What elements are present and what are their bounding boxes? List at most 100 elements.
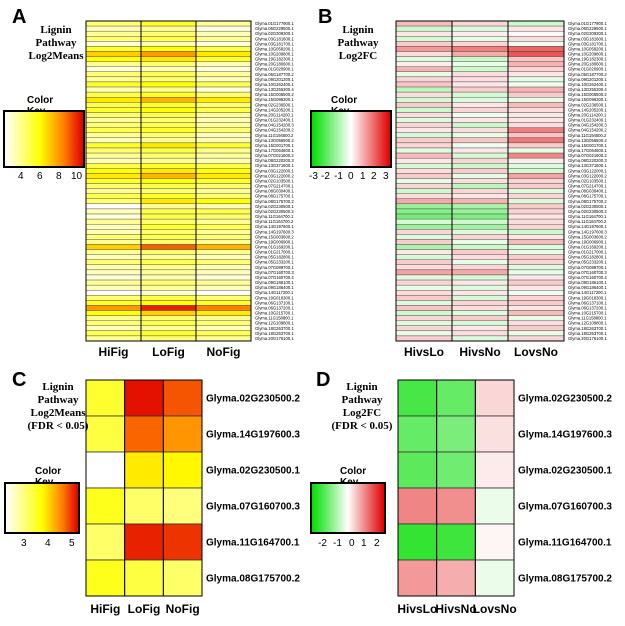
heatmap-cell — [395, 152, 453, 159]
row-label: Glyma.02G230500.2 — [518, 394, 612, 405]
heatmap-cell — [195, 137, 252, 144]
heatmap-border — [395, 20, 565, 342]
heatmap-cell — [395, 117, 453, 123]
row-label: Glyma.15G001700.1 — [568, 143, 607, 148]
heatmap-cell — [395, 234, 453, 240]
heatmap-cell — [85, 234, 142, 240]
heatmap-cell — [395, 168, 453, 174]
row-label: Glyma.19G018300.1 — [255, 295, 294, 300]
heatmap-cell — [195, 218, 252, 225]
row-label: Glyma.08G220200.3 — [568, 158, 607, 163]
heatmap-cell — [140, 325, 197, 332]
heatmap-cell — [397, 379, 438, 417]
heatmap-cell — [395, 20, 453, 27]
row-label: Glyma.03G181700.1 — [568, 41, 607, 46]
heatmap-cell — [395, 259, 453, 265]
heatmap-cell — [140, 46, 197, 52]
heatmap-cell — [451, 178, 509, 184]
panel-d-title: Lignin Pathway Log2FC (FDR < 0.05) — [326, 381, 398, 433]
heatmap-cell — [507, 320, 565, 326]
heatmap-cell — [395, 249, 453, 255]
heatmap-cell — [140, 81, 197, 88]
heatmap-cell — [140, 310, 197, 316]
heatmap-cell — [85, 137, 142, 144]
heatmap-cell — [451, 41, 509, 47]
heatmap-cell — [507, 30, 565, 37]
heatmap-cell — [395, 269, 453, 276]
title-line: Pathway — [341, 394, 383, 406]
heatmap-cell — [395, 295, 453, 301]
heatmap-cell — [195, 300, 252, 306]
row-label: Glyma.05G182800.1 — [568, 255, 607, 260]
row-label: Glyma.02G309300.1 — [568, 31, 607, 36]
heatmap-cell — [195, 269, 252, 276]
heatmap-cell — [451, 330, 509, 337]
heatmap-cell — [436, 559, 476, 597]
heatmap-cell — [140, 269, 197, 276]
heatmap-cell — [451, 188, 509, 194]
title-line: Lignin — [346, 381, 378, 393]
heatmap-cell — [451, 132, 509, 139]
color-key-a — [3, 110, 85, 168]
heatmap-cell — [195, 56, 252, 62]
row-label: Glyma.05G233200.1 — [568, 260, 607, 265]
column-label: HivsLo — [404, 345, 444, 359]
heatmap-cell — [85, 25, 142, 32]
row-label: Glyma.06G137200.1 — [255, 305, 294, 310]
heatmap-cell — [85, 157, 142, 164]
heatmap-cell — [85, 41, 142, 47]
heatmap-cell — [195, 168, 252, 174]
panel-c-title: Lignin Pathway Log2Means (FDR < 0.05) — [22, 381, 94, 433]
row-label: Glyma.11G164700.1 — [568, 214, 607, 219]
heatmap-cell — [395, 66, 453, 72]
heatmap-cell — [85, 20, 142, 27]
heatmap-cell — [507, 259, 565, 265]
key-tick: 2 — [371, 171, 377, 182]
heatmap-cell — [85, 305, 142, 311]
row-label: Glyma.01G217000.1 — [568, 250, 607, 255]
heatmap-cell — [85, 142, 142, 149]
heatmap-cell — [395, 76, 453, 83]
row-label: Glyma.02G230500.2 — [255, 209, 294, 214]
row-label: Glyma.15G003600.2 — [568, 234, 607, 239]
row-label: Glyma.14G205200.1 — [568, 107, 607, 112]
heatmap-cell — [395, 264, 453, 271]
heatmap-cell — [507, 97, 565, 103]
heatmap-cell — [140, 137, 197, 144]
heatmap-cell — [507, 137, 565, 144]
heatmap-cell — [195, 127, 252, 133]
heatmap-cell — [195, 163, 252, 169]
row-label: Glyma.15G006500.2 — [568, 92, 607, 97]
heatmap-cell — [395, 330, 453, 337]
heatmap-cell — [395, 137, 453, 144]
heatmap-cell — [195, 208, 252, 215]
heatmap-cell — [507, 102, 565, 108]
row-label: Glyma.08G175700.2 — [518, 574, 612, 585]
heatmap-cell — [140, 157, 197, 164]
row-label: Glyma.15G001700.1 — [255, 143, 294, 148]
key-tick: -2 — [318, 538, 327, 549]
heatmap-cell — [85, 56, 142, 62]
heatmap-cell — [397, 487, 438, 525]
key-tick: 0 — [349, 538, 355, 549]
heatmap-cell — [140, 173, 197, 179]
heatmap-cell — [507, 305, 565, 311]
heatmap-cell — [140, 198, 197, 205]
heatmap-cell — [395, 290, 453, 296]
heatmap-cell — [85, 249, 142, 255]
heatmap-cell — [507, 254, 565, 260]
heatmap-cell — [195, 25, 252, 32]
heatmap-cell — [195, 193, 252, 199]
heatmap-cell — [507, 61, 565, 67]
heatmap-cell — [85, 163, 142, 169]
row-label: Glyma.09G201200.1 — [255, 77, 294, 82]
heatmap-cell — [395, 178, 453, 184]
row-label: Glyma.09G186400.1 — [568, 285, 607, 290]
heatmap-cell — [395, 122, 453, 128]
heatmap-cell — [395, 56, 453, 62]
heatmap-cell — [85, 112, 142, 118]
heatmap-cell — [140, 163, 197, 169]
heatmap-cell — [162, 379, 203, 417]
row-label: Glyma.13G255300.4 — [568, 87, 607, 92]
row-label: Glyma.11G194500.2 — [568, 133, 607, 138]
